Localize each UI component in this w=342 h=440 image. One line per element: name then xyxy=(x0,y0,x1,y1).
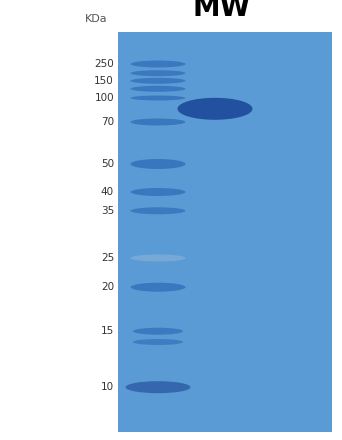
Ellipse shape xyxy=(126,381,190,393)
Ellipse shape xyxy=(131,283,185,292)
Text: 25: 25 xyxy=(101,253,114,263)
Ellipse shape xyxy=(131,118,185,125)
Ellipse shape xyxy=(131,78,185,84)
Ellipse shape xyxy=(131,159,185,169)
Text: 150: 150 xyxy=(94,76,114,86)
Text: 50: 50 xyxy=(101,159,114,169)
Ellipse shape xyxy=(133,339,183,345)
Text: 250: 250 xyxy=(94,59,114,69)
Text: 35: 35 xyxy=(101,206,114,216)
Ellipse shape xyxy=(131,207,185,214)
Text: 40: 40 xyxy=(101,187,114,197)
Ellipse shape xyxy=(131,95,185,100)
Ellipse shape xyxy=(133,328,183,335)
Text: 70: 70 xyxy=(101,117,114,127)
Text: MW: MW xyxy=(193,0,251,22)
Ellipse shape xyxy=(131,60,185,67)
Ellipse shape xyxy=(131,70,185,76)
Ellipse shape xyxy=(131,188,185,196)
Text: 20: 20 xyxy=(101,282,114,292)
FancyBboxPatch shape xyxy=(118,32,332,432)
Ellipse shape xyxy=(131,254,185,261)
Text: 100: 100 xyxy=(94,93,114,103)
Ellipse shape xyxy=(177,98,252,120)
Text: 15: 15 xyxy=(101,326,114,336)
Ellipse shape xyxy=(131,86,185,92)
Text: 10: 10 xyxy=(101,382,114,392)
Text: KDa: KDa xyxy=(86,14,108,24)
